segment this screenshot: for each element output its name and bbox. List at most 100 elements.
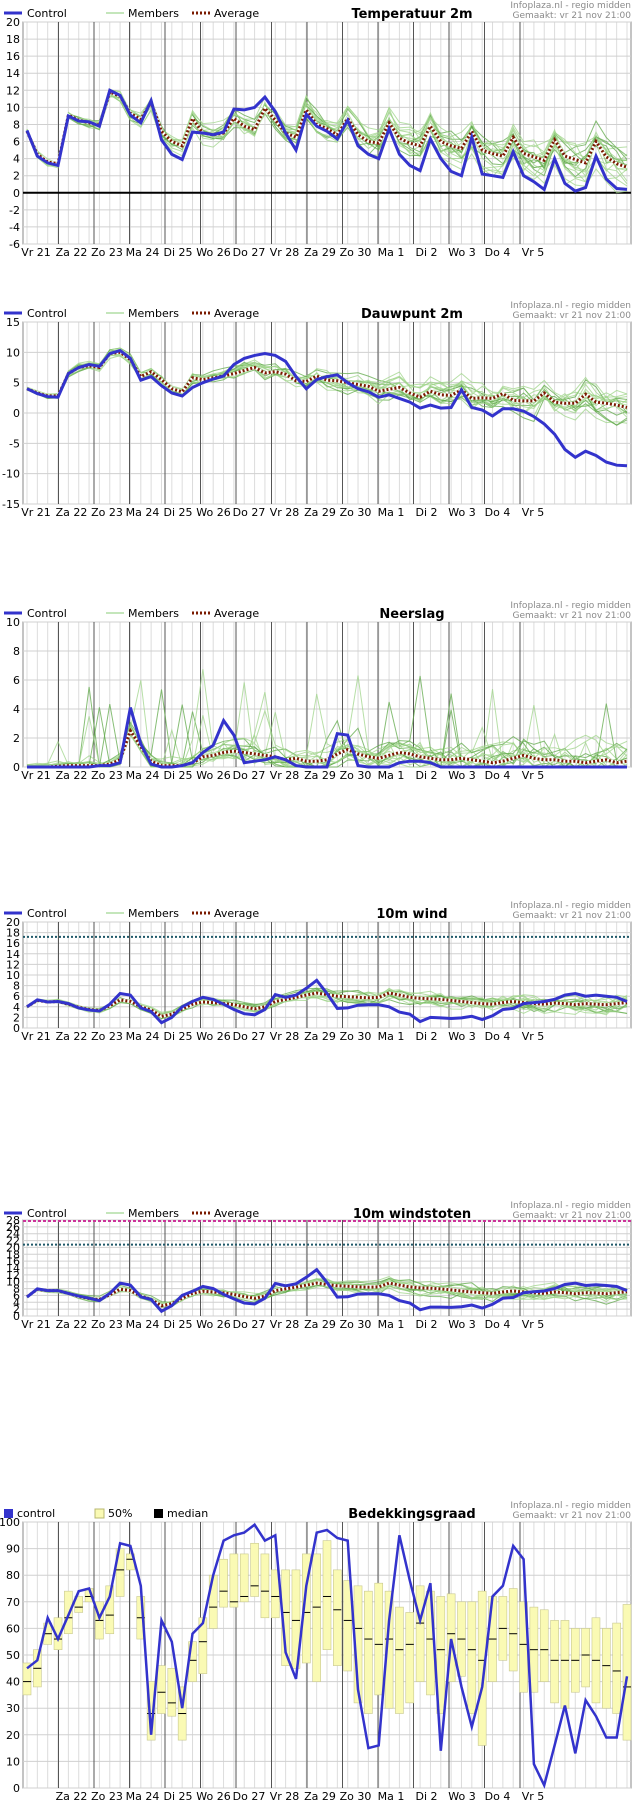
x-tick-label: Za 22 (56, 769, 88, 782)
control-series (26, 1267, 628, 1314)
y-tick-label: 16 (6, 937, 20, 950)
x-tick-label: Vr 5 (522, 506, 545, 519)
y-tick-label: 8 (13, 980, 20, 993)
legend-control: Control (27, 607, 67, 620)
legend-50pct: 50% (108, 1507, 132, 1520)
y-tick-label: 10 (6, 1276, 20, 1289)
x-tick-label: Vr 28 (270, 506, 300, 519)
x-tick-label: Za 29 (304, 1790, 336, 1800)
x-tick-label: Do 4 (485, 506, 511, 519)
quantile-box (219, 1558, 228, 1608)
x-tick-label: Ma 1 (378, 246, 405, 259)
y-tick-label: 100 (0, 1516, 20, 1529)
x-tick-label: Ma 1 (378, 1790, 405, 1800)
y-tick-label: 20 (6, 16, 20, 29)
y-tick-label: 0 (13, 1310, 20, 1323)
quantile-box (602, 1628, 611, 1709)
y-tick-label: 16 (6, 1255, 20, 1268)
quantile-box (477, 1590, 487, 1746)
control-series (26, 978, 628, 1025)
control-line (26, 978, 628, 1025)
control-series (26, 348, 628, 468)
made-label: Gemaakt: vr 21 nov 21:00 (513, 1211, 632, 1221)
x-tick-label: Vr 28 (270, 769, 300, 782)
x-tick-label: Do 27 (233, 1318, 266, 1331)
y-tick-label: 10 (6, 346, 20, 359)
member-series (26, 352, 628, 415)
x-tick-label: Vr 21 (21, 506, 51, 519)
x-tick-label: Wo 3 (448, 246, 475, 259)
x-tick-label: Ma 1 (378, 1030, 405, 1043)
legend: Control Members Average (4, 1207, 259, 1220)
quantile-box (612, 1622, 621, 1714)
y-tick-label: 10 (6, 1755, 20, 1768)
y-tick-label: 22 (6, 1235, 20, 1248)
y-tick-label: 8 (13, 118, 20, 131)
x-tick-label: Zo 30 (340, 769, 372, 782)
quantile-box (364, 1590, 373, 1714)
quantile-box (550, 1620, 559, 1704)
quantile-box (405, 1612, 415, 1704)
y-tick-label: 12 (6, 1269, 20, 1282)
source-label: Infoplaza.nl - regio midden (510, 1201, 631, 1211)
x-tick-label: Wo 3 (448, 506, 475, 519)
y-tick-label: 12 (6, 84, 20, 97)
x-tick-label: Do 27 (233, 1790, 266, 1800)
x-tick-label: Do 4 (485, 1030, 511, 1043)
x-tick-label: Za 22 (56, 506, 88, 519)
x-tick-label: Zo 23 (91, 506, 123, 519)
legend-members: Members (128, 307, 179, 320)
made-label: Gemaakt: vr 21 nov 21:00 (513, 11, 632, 21)
x-tick-label: Wo 3 (448, 769, 475, 782)
x-tick-label: Di 2 (415, 1030, 437, 1043)
x-tick-label: Vr 5 (522, 1030, 545, 1043)
chart-title: 10m windstoten (353, 1207, 471, 1222)
quantile-box (467, 1601, 477, 1714)
y-tick-label: 0 (13, 407, 20, 420)
x-tick-label: Wo 26 (196, 1790, 230, 1800)
y-tick-label: 6 (13, 1289, 20, 1302)
x-tick-label: Di 2 (415, 1790, 437, 1800)
x-tick-label: Zo 30 (340, 246, 372, 259)
quantile-box (343, 1580, 352, 1672)
quantile-box (446, 1593, 456, 1682)
legend-control: Control (27, 307, 67, 320)
y-tick-label: 50 (6, 1649, 20, 1662)
source-label: Infoplaza.nl - regio midden (510, 901, 631, 911)
legend-members: Members (128, 1207, 179, 1220)
x-tick-label: Di 25 (163, 1030, 192, 1043)
x-tick-label: Di 2 (415, 1318, 437, 1331)
x-tick-label: Wo 26 (196, 1030, 230, 1043)
quantile-box (560, 1620, 570, 1709)
legend-members: Members (128, 7, 179, 20)
y-tick-label: 20 (6, 1729, 20, 1742)
y-tick-label: 14 (6, 67, 20, 80)
quantile-box (74, 1596, 84, 1613)
average-series (27, 727, 628, 769)
x-tick-label: Zo 23 (91, 769, 123, 782)
legend-members: Members (128, 607, 179, 620)
quantile-box (229, 1553, 239, 1608)
quantile-box (539, 1609, 549, 1682)
chart-title: 10m wind (376, 907, 447, 922)
y-tick-label: 18 (6, 1248, 20, 1261)
y-tick-label: 15 (6, 316, 20, 329)
y-tick-label: 14 (6, 948, 20, 961)
y-tick-label: 40 (6, 1676, 20, 1689)
y-tick-label: 0 (13, 761, 20, 774)
y-tick-label: 90 (6, 1543, 20, 1556)
made-label: Gemaakt: vr 21 nov 21:00 (513, 1511, 632, 1521)
control-line (26, 348, 628, 468)
axes: -15 -10 -5 0 5 10 15 Vr 21 Za 22 Zo 23 Ma 24 Di 25 W… (2, 316, 544, 519)
y-tick-label: 18 (6, 33, 20, 46)
grid (22, 1219, 632, 1317)
y-tick-label: 8 (13, 1283, 20, 1296)
y-tick-label: 0 (13, 1022, 20, 1035)
y-tick-label: 14 (6, 1262, 20, 1275)
